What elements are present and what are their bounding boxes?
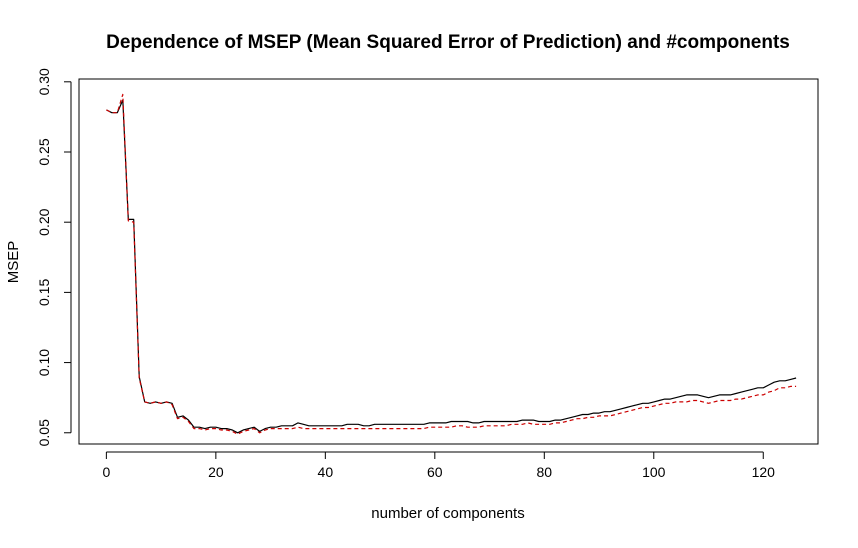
y-tick-label: 0.05 [36, 419, 52, 446]
y-tick-label: 0.15 [36, 279, 52, 306]
x-tick-label: 100 [642, 464, 666, 480]
series-line-dashed [106, 93, 797, 435]
x-tick-label: 120 [752, 464, 776, 480]
x-tick-label: 40 [318, 464, 334, 480]
y-tick-label: 0.10 [36, 349, 52, 376]
x-tick-label: 0 [102, 464, 110, 480]
y-tick-label: 0.25 [36, 138, 52, 165]
x-tick-label: 20 [208, 464, 224, 480]
x-axis-label: number of components [371, 505, 524, 522]
series-line-solid [106, 99, 797, 434]
x-tick-label: 60 [427, 464, 443, 480]
y-tick-label: 0.30 [36, 68, 52, 95]
y-axis-label: MSEP [5, 241, 22, 284]
plot-area: 0 20 40 60 80 100 120 0.05 0.10 0.15 0.20 0.25 0.30 [36, 68, 819, 480]
chart-title: Dependence of MSEP (Mean Squared Error o… [106, 32, 790, 53]
plot-frame [78, 78, 819, 445]
y-tick-label: 0.20 [36, 208, 52, 235]
x-tick-label: 80 [537, 464, 553, 480]
